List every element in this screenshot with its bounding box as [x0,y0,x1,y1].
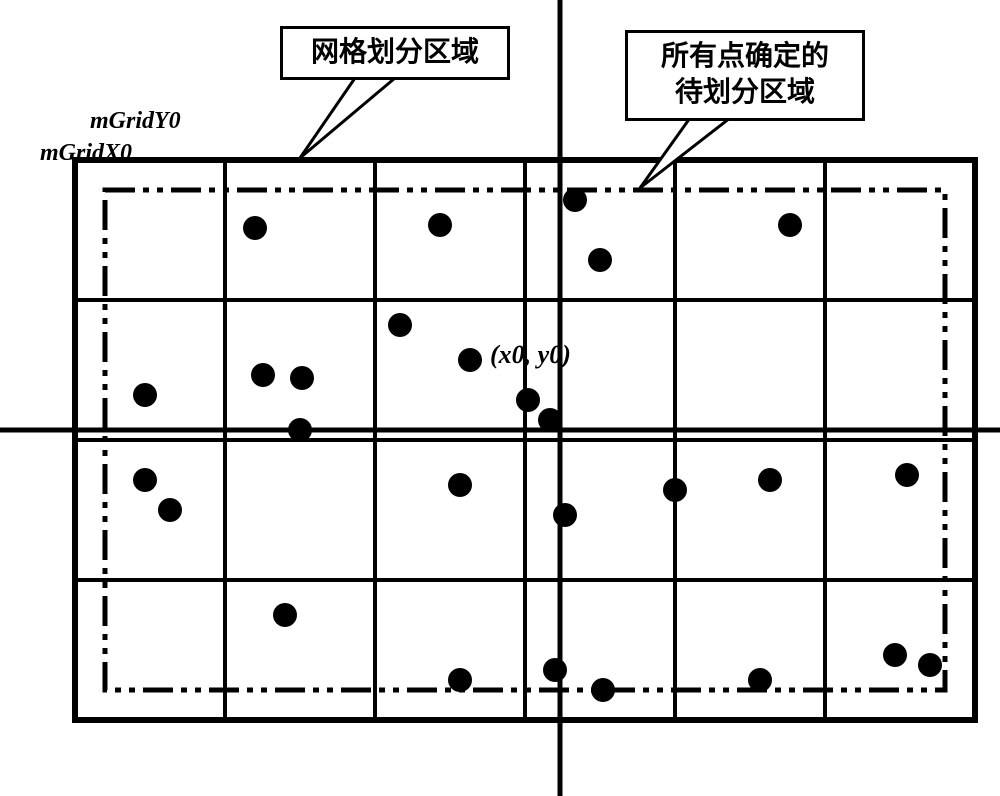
callout-points-region-line1: 所有点确定的 [661,41,829,72]
callout-points-region: 所有点确定的 待划分区域 [625,30,865,121]
label-mgridy0: mGridY0 [90,108,181,135]
label-origin: (x0, y0) [490,340,571,370]
callout-grid-region-text: 网格划分区域 [311,37,479,68]
diagram-container: 网格划分区域 所有点确定的 待划分区域 mGridY0 mGridX0 (x0,… [0,0,1000,796]
callout-grid-region: 网格划分区域 [280,26,510,80]
label-mgridx0: mGridX0 [40,140,132,167]
callout-points-region-line2: 待划分区域 [675,77,815,108]
